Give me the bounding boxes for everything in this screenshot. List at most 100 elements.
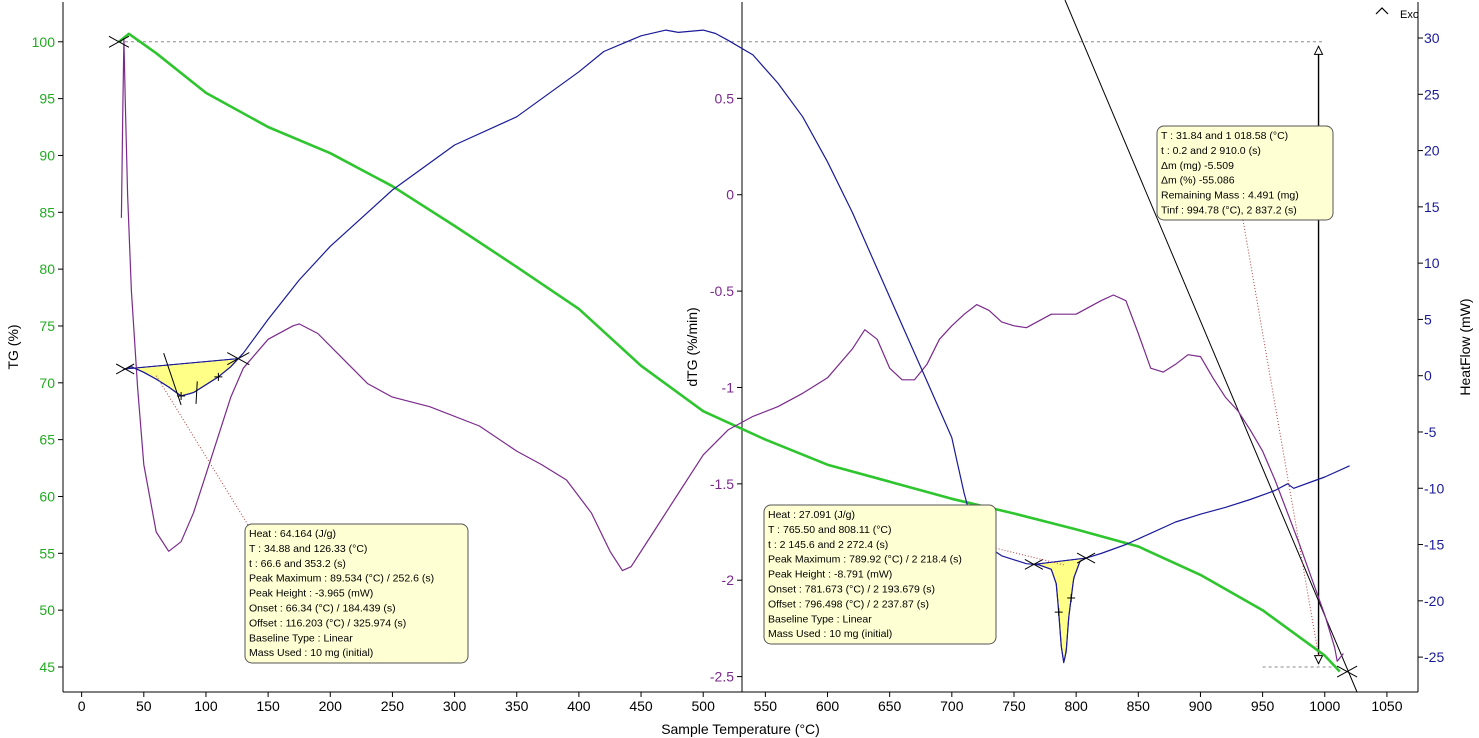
peak-baseline (125, 358, 239, 370)
annotation-line: t : 0.2 and 2 910.0 (s) (1161, 145, 1261, 157)
y-tick-label: 45 (39, 659, 55, 675)
x-tick-label: 0 (78, 698, 86, 714)
y-tick-label: 0 (726, 187, 734, 203)
annotation-background (763, 504, 997, 645)
y-tick-label: 5 (1424, 311, 1432, 327)
y-axis-label-tg: TG (%) (5, 324, 21, 369)
x-tick-label: 650 (878, 698, 902, 714)
annotation-box-2: Heat : 27.091 (J/g) T : 765.50 and 808.11… (763, 504, 997, 645)
annotation-line: Heat : 64.164 (J/g) (249, 528, 336, 540)
y-axis-label-hf: HeatFlow (mW) (1457, 298, 1473, 395)
x-tick-label: 1050 (1371, 698, 1402, 714)
annotation-line: Tinf : 994.78 (°C), 2 837.2 (s) (1161, 205, 1297, 217)
peak2-offset-marker (1067, 594, 1076, 603)
markers (108, 35, 1358, 678)
peak2-onset-marker (1054, 608, 1063, 617)
y-tick-label: -0.5 (710, 283, 734, 299)
x-tick-label: 450 (629, 698, 653, 714)
y-tick-label: -5 (1424, 424, 1437, 440)
y-tick-label: 85 (39, 204, 55, 220)
y-tick-label: 20 (1424, 143, 1440, 159)
x-tick-label: 1000 (1309, 698, 1340, 714)
annotation-line: t : 2 145.6 and 2 272.4 (s) (768, 539, 888, 551)
annotation-line: Baseline Type : Linear (768, 613, 872, 625)
x-tick-label: 50 (136, 698, 152, 714)
y-tick-label: -15 (1424, 537, 1444, 553)
y-tick-label: 90 (39, 147, 55, 163)
y-tick-label: -20 (1424, 593, 1444, 609)
y-tick-label: 10 (1424, 255, 1440, 271)
y-axis-label-dtg: dTG (%/min) (684, 307, 700, 386)
annotation-line: Peak Maximum : 789.92 (°C) / 2 218.4 (s) (768, 554, 962, 566)
annotation-line: Δm (%) -55.086 (1161, 175, 1235, 187)
series-lines (118, 29, 1350, 673)
y-tick-label: 80 (39, 261, 55, 277)
y-tick-label: -2 (722, 572, 735, 588)
annotation-background (244, 523, 469, 664)
annotation-line: Peak Height : -3.965 (mW) (249, 588, 373, 600)
reference-lines (118, 0, 1358, 693)
arrow-head-down (1313, 655, 1324, 665)
y-tick-label: 0 (1424, 368, 1432, 384)
x-tick-label: 500 (692, 698, 716, 714)
y-tick-label: -10 (1424, 480, 1444, 496)
annotation-line: Mass Used : 10 mg (initial) (249, 647, 373, 659)
peak1-start-marker (115, 363, 135, 375)
annotation-background (1156, 125, 1334, 221)
y-tick-label: 0.5 (715, 90, 735, 106)
annotation-boxes: Heat : 64.164 (J/g) T : 34.88 and 126.33 … (244, 125, 1334, 664)
y-tick-label: -25 (1424, 649, 1444, 665)
y-tick-label: 70 (39, 375, 55, 391)
y-tick-label: 75 (39, 318, 55, 334)
y-tick-label: 95 (39, 91, 55, 107)
x-tick-label: 350 (505, 698, 529, 714)
peak-height-line-1 (195, 381, 198, 404)
x-tick-label: 550 (754, 698, 778, 714)
series-line-dtg (120, 38, 1344, 662)
series-line-hf (122, 29, 1350, 664)
annotation-line: Baseline Type : Linear (249, 632, 353, 644)
x-tick-label: 850 (1127, 698, 1151, 714)
tg-start-marker (108, 35, 130, 48)
x-tick-label: 700 (940, 698, 964, 714)
x-tick-label: 400 (567, 698, 591, 714)
exo-arrow-icon (1375, 7, 1389, 15)
x-tick-label: 800 (1064, 698, 1088, 714)
y-tick-label: 50 (39, 602, 55, 618)
x-tick-label: 600 (816, 698, 840, 714)
leader-line-1 (155, 375, 249, 526)
tg-end-marker (1336, 665, 1358, 678)
annotation-line: Peak Height : -8.791 (mW) (768, 569, 892, 581)
annotation-line: T : 34.88 and 126.33 (°C) (249, 543, 367, 555)
annotation-line: Peak Maximum : 89.534 (°C) / 252.6 (s) (249, 573, 434, 585)
exo-label: Exo (1400, 9, 1419, 21)
x-tick-label: 750 (1002, 698, 1026, 714)
series-line-tg (118, 32, 1341, 673)
annotation-line: t : 66.6 and 353.2 (s) (249, 558, 346, 570)
y-tick-label: 100 (32, 34, 56, 50)
x-tick-label: 250 (381, 698, 405, 714)
x-axis-label: Sample Temperature (°C) (661, 721, 820, 737)
peak-area-2 (1033, 557, 1087, 663)
peak2-end-marker (1076, 552, 1096, 564)
annotation-line: Offset : 116.203 (°C) / 325.974 (s) (249, 617, 406, 629)
axes: 0 50 100 150 200 250 300 350 400 450 500 550 600 650 7… (5, 7, 1473, 737)
y-tick-label: 30 (1424, 30, 1440, 46)
annotation-line: Heat : 27.091 (J/g) (768, 509, 855, 521)
annotation-box-1: Heat : 64.164 (J/g) T : 34.88 and 126.33 … (244, 523, 469, 664)
y-tick-label: -1 (722, 379, 735, 395)
annotation-line: Δm (mg) -5.509 (1161, 160, 1234, 172)
annotation-line: T : 31.84 and 1 018.58 (°C) (1161, 130, 1288, 142)
onset-tangent-1 (163, 353, 182, 406)
peak2-start-marker (1024, 558, 1044, 570)
annotation-box-3: T : 31.84 and 1 018.58 (°C) t : 0.2 and 2… (1156, 125, 1334, 221)
annotation-line: Offset : 796.498 (°C) / 2 237.87 (s) (768, 598, 929, 610)
peak-baseline (1033, 557, 1087, 565)
annotation-line: Remaining Mass : 4.491 (mg) (1161, 190, 1299, 202)
x-tick-label: 300 (443, 698, 467, 714)
annotation-line: Mass Used : 10 mg (initial) (768, 628, 892, 640)
y-tick-label: 15 (1424, 199, 1440, 215)
leader-lines (155, 219, 1320, 656)
y-tick-label: -1.5 (710, 476, 734, 492)
peak1-end-marker (227, 352, 250, 366)
